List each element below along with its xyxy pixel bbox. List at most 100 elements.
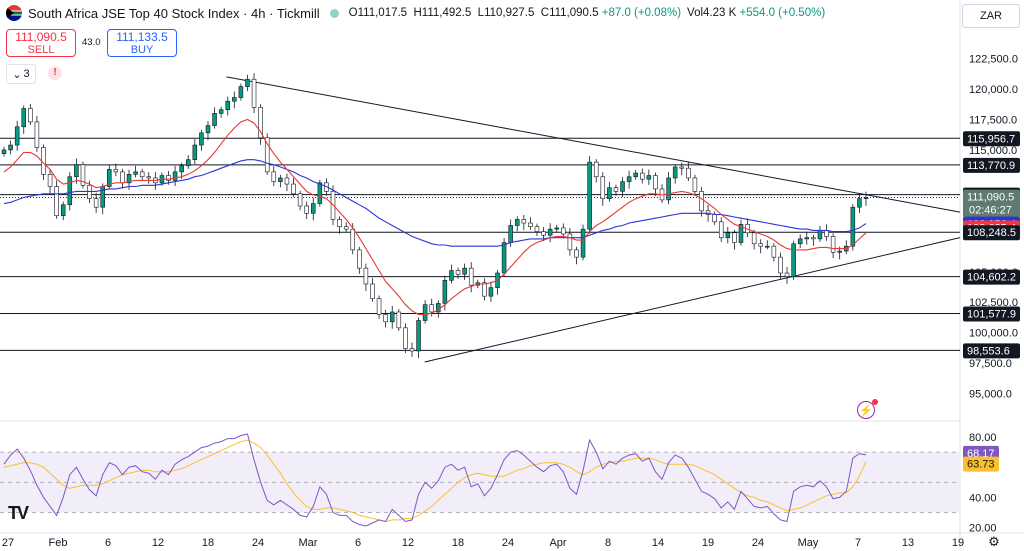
candle-body bbox=[271, 171, 277, 182]
candle bbox=[482, 278, 487, 301]
candle bbox=[607, 181, 612, 202]
candle bbox=[738, 219, 744, 246]
candle-body bbox=[850, 206, 856, 247]
candle-body bbox=[107, 169, 112, 187]
candle bbox=[666, 171, 671, 205]
candle bbox=[14, 120, 20, 151]
candle bbox=[547, 223, 553, 243]
candle bbox=[311, 197, 316, 221]
currency-label: ZAR bbox=[980, 10, 1002, 22]
candle bbox=[712, 211, 717, 225]
candle-body bbox=[541, 231, 546, 236]
time-tick-label: 24 bbox=[252, 537, 264, 549]
candle bbox=[199, 129, 204, 151]
candle bbox=[640, 168, 645, 184]
candle-body bbox=[34, 121, 40, 148]
candle bbox=[817, 225, 823, 242]
candle-body bbox=[416, 320, 421, 352]
candle bbox=[514, 216, 520, 232]
candle-body bbox=[238, 86, 244, 98]
candle bbox=[396, 308, 402, 331]
candle bbox=[304, 201, 309, 220]
settings-gear-icon[interactable]: ⚙ bbox=[988, 534, 1000, 549]
candle-body bbox=[311, 203, 316, 214]
candle-body bbox=[824, 230, 829, 237]
candle-body bbox=[784, 272, 790, 277]
price-tag-bg-6 bbox=[963, 225, 1020, 241]
candle bbox=[284, 173, 290, 192]
time-tick-label: 14 bbox=[652, 537, 664, 549]
candle bbox=[567, 228, 573, 256]
candle bbox=[146, 172, 152, 184]
ma-fast-line bbox=[3, 118, 867, 315]
candle bbox=[34, 115, 40, 152]
time-tick-label: Mar bbox=[299, 537, 318, 549]
candle bbox=[699, 186, 704, 217]
candle bbox=[580, 224, 586, 261]
candle-body bbox=[14, 126, 20, 146]
candle-body bbox=[376, 298, 382, 315]
candle bbox=[488, 281, 494, 302]
spread-value: 43.0 bbox=[82, 37, 101, 48]
candle-body bbox=[574, 249, 579, 258]
flash-icon[interactable]: ⚡ bbox=[857, 399, 878, 419]
symbol-title[interactable]: South Africa JSE Top 40 Stock Index · 4h… bbox=[28, 5, 320, 21]
tradingview-logo[interactable]: TV bbox=[8, 503, 29, 523]
volume-change: +554.0 (+0.50%) bbox=[739, 7, 826, 19]
candle-body bbox=[166, 175, 171, 181]
candle-body bbox=[514, 219, 520, 226]
candle bbox=[797, 234, 803, 249]
candle bbox=[218, 106, 224, 118]
candle bbox=[830, 233, 836, 259]
time-tick-label: 6 bbox=[105, 537, 111, 549]
candle-body bbox=[337, 219, 342, 228]
candle-body bbox=[21, 108, 26, 128]
candle bbox=[376, 295, 382, 319]
candle bbox=[264, 133, 270, 175]
time-tick-label: 6 bbox=[355, 537, 361, 549]
candle bbox=[297, 190, 303, 211]
currency-selector[interactable]: ZAR bbox=[962, 4, 1020, 28]
candle bbox=[212, 107, 217, 129]
candle bbox=[844, 240, 849, 255]
candle bbox=[765, 240, 770, 250]
south-africa-flag-icon bbox=[6, 5, 22, 21]
candle-body bbox=[251, 78, 257, 108]
sell-price: 111,090.5 bbox=[15, 30, 67, 44]
candle bbox=[172, 165, 178, 187]
alert-icon[interactable]: ! bbox=[48, 66, 62, 80]
candle-body bbox=[396, 311, 402, 329]
time-tick-label: 24 bbox=[752, 537, 764, 549]
rsi-tag-bg bbox=[963, 456, 999, 472]
candle bbox=[732, 229, 737, 250]
candle-body bbox=[93, 198, 99, 208]
candle bbox=[587, 156, 592, 234]
price-tag-label: 98,553.6 bbox=[967, 345, 1010, 357]
candle-body bbox=[712, 214, 717, 223]
candle-body bbox=[587, 161, 592, 230]
candle bbox=[389, 306, 395, 329]
candle-body bbox=[212, 113, 217, 126]
candle bbox=[626, 170, 632, 189]
time-tick-label: 19 bbox=[702, 537, 714, 549]
candle bbox=[824, 224, 829, 241]
candle-body bbox=[705, 210, 711, 215]
candle-body bbox=[232, 97, 237, 102]
candle bbox=[67, 172, 73, 211]
sell-button[interactable]: 111,090.5 SELL bbox=[6, 29, 76, 57]
candle-body bbox=[442, 280, 448, 304]
countdown-label: 02:46:27 bbox=[969, 205, 1012, 217]
price-tag-label: 104,602.2 bbox=[967, 272, 1016, 284]
price-tag-bg-8 bbox=[963, 306, 1020, 322]
buy-button[interactable]: 111,133.5 BUY bbox=[107, 29, 177, 57]
candle bbox=[403, 323, 408, 353]
candle bbox=[225, 96, 230, 116]
candle bbox=[758, 239, 763, 254]
rsi-tick-label: 40.00 bbox=[969, 492, 997, 504]
candle-body bbox=[607, 187, 612, 199]
candle bbox=[238, 83, 244, 101]
candle-body bbox=[28, 108, 33, 123]
indicators-toggle-button[interactable]: ⌄ 3 bbox=[6, 64, 36, 84]
candle-body bbox=[640, 172, 645, 180]
